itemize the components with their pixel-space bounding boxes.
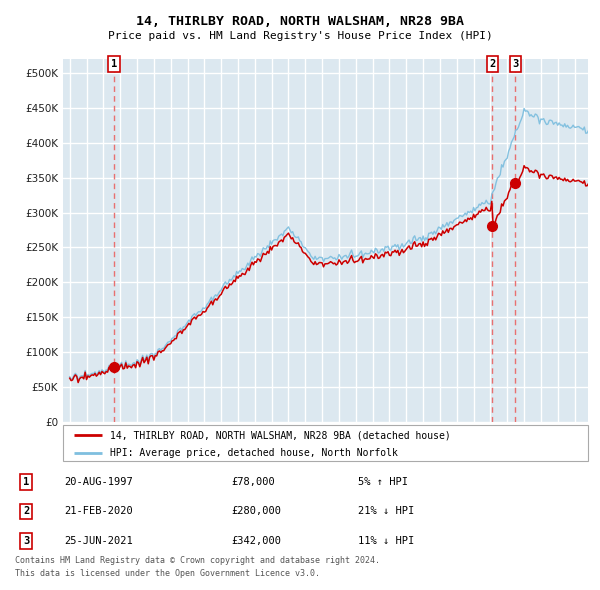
Text: 2: 2: [23, 506, 29, 516]
Text: 21-FEB-2020: 21-FEB-2020: [64, 506, 133, 516]
Text: £78,000: £78,000: [231, 477, 275, 487]
Text: 1: 1: [23, 477, 29, 487]
Text: HPI: Average price, detached house, North Norfolk: HPI: Average price, detached house, Nort…: [110, 448, 398, 458]
Text: Price paid vs. HM Land Registry's House Price Index (HPI): Price paid vs. HM Land Registry's House …: [107, 31, 493, 41]
Text: Contains HM Land Registry data © Crown copyright and database right 2024.: Contains HM Land Registry data © Crown c…: [15, 556, 380, 565]
Text: 20-AUG-1997: 20-AUG-1997: [64, 477, 133, 487]
Text: This data is licensed under the Open Government Licence v3.0.: This data is licensed under the Open Gov…: [15, 569, 320, 578]
Text: 3: 3: [23, 536, 29, 546]
Text: 1: 1: [111, 59, 117, 69]
Text: 25-JUN-2021: 25-JUN-2021: [64, 536, 133, 546]
Text: £280,000: £280,000: [231, 506, 281, 516]
Text: £342,000: £342,000: [231, 536, 281, 546]
Text: 21% ↓ HPI: 21% ↓ HPI: [358, 506, 414, 516]
Text: 14, THIRLBY ROAD, NORTH WALSHAM, NR28 9BA: 14, THIRLBY ROAD, NORTH WALSHAM, NR28 9B…: [136, 15, 464, 28]
Text: 3: 3: [512, 59, 518, 69]
Text: 2: 2: [490, 59, 496, 69]
Text: 11% ↓ HPI: 11% ↓ HPI: [358, 536, 414, 546]
Text: 14, THIRLBY ROAD, NORTH WALSHAM, NR28 9BA (detached house): 14, THIRLBY ROAD, NORTH WALSHAM, NR28 9B…: [110, 430, 451, 440]
FancyBboxPatch shape: [63, 425, 588, 461]
Text: 5% ↑ HPI: 5% ↑ HPI: [358, 477, 407, 487]
